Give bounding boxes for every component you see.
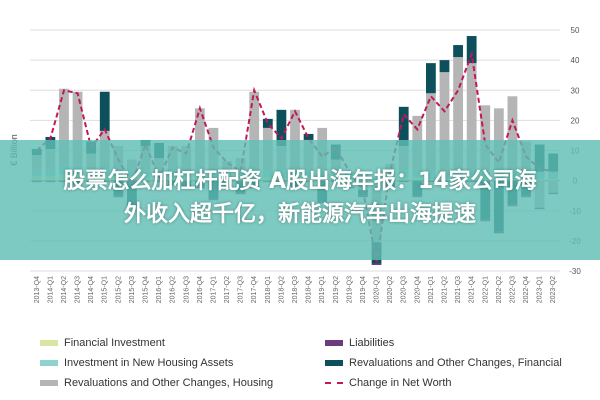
bar-segment	[59, 88, 69, 168]
x-tick-label: 2022-Q4	[523, 276, 530, 303]
bar-segment	[276, 109, 287, 146]
legend-item-financial-investment: Financial Investment	[40, 337, 165, 349]
x-tick-label: 2018-Q4	[306, 276, 313, 303]
legend-item-revaluations-housing: Revaluations and Other Changes, Housing	[40, 377, 273, 389]
legend-item-liabilities: Liabilities	[325, 337, 394, 349]
bar-segment	[249, 91, 260, 171]
chart-legend: Financial Investment Investment in New H…	[0, 332, 600, 400]
x-tick-label: 2019-Q3	[346, 276, 353, 303]
bar-segment	[262, 118, 273, 128]
bar-segment	[426, 93, 436, 172]
legend-label: Liabilities	[349, 337, 395, 349]
legend-label: Investment in New Housing Assets	[64, 357, 234, 369]
y-tick-label: 40	[571, 56, 580, 65]
x-tick-label: 2014-Q2	[61, 276, 68, 303]
legend-label: Change in Net Worth	[349, 377, 452, 389]
x-tick-label: 2021-Q3	[455, 276, 462, 303]
headline-line-2: 外收入超千亿，新能源汽车出海提速	[123, 202, 476, 227]
legend-dash-line	[325, 382, 343, 384]
x-tick-label: 2021-Q1	[428, 276, 435, 303]
x-tick-label: 2014-Q1	[47, 276, 54, 303]
y-tick-label: 30	[571, 86, 580, 95]
bar-segment	[466, 63, 477, 172]
x-tick-label: 2020-Q3	[401, 276, 408, 303]
x-tick-label: 2020-Q1	[374, 276, 381, 303]
bar-segment	[99, 91, 110, 131]
legend-swatch	[325, 360, 343, 366]
x-tick-label: 2020-Q4	[414, 276, 421, 303]
legend-swatch	[325, 340, 343, 346]
legend-swatch	[40, 360, 58, 366]
x-tick-label: 2017-Q2	[224, 276, 231, 303]
x-tick-label: 2018-Q3	[292, 276, 299, 303]
x-tick-label: 2019-Q4	[360, 276, 367, 303]
legend-label: Revaluations and Other Changes, Housing	[64, 377, 274, 389]
x-tick-label: 2017-Q1	[210, 276, 217, 303]
x-tick-label: 2021-Q4	[469, 276, 476, 303]
x-tick-label: 2019-Q2	[333, 276, 340, 303]
x-tick-label: 2015-Q2	[115, 276, 122, 303]
title-banner-overlay	[0, 140, 600, 260]
bar-segment	[466, 36, 477, 64]
x-tick-label: 2019-Q1	[319, 276, 326, 303]
x-tick-label: 2014-Q4	[88, 276, 95, 303]
legend-item-net-worth: Change in Net Worth	[325, 377, 452, 389]
bar-segment	[439, 72, 450, 172]
headline-line-1: 股票怎么加杠杆配资 A股出海年报：14家公司海	[63, 169, 537, 194]
y-tick-label: 20	[571, 116, 580, 125]
x-tick-label: 2016-Q1	[156, 276, 163, 303]
x-tick-label: 2020-Q2	[387, 276, 394, 303]
y-tick-label: 50	[571, 26, 580, 35]
y-tick-label: -30	[569, 267, 581, 276]
x-tick-label: 2023-Q1	[537, 276, 544, 303]
x-tick-label: 2014-Q3	[75, 276, 82, 303]
x-tick-label: 2022-Q1	[482, 276, 489, 303]
bar-segment	[194, 108, 205, 169]
legend-item-revaluations-financial: Revaluations and Other Changes, Financia…	[325, 357, 562, 369]
legend-swatch	[40, 340, 58, 346]
x-tick-label: 2017-Q3	[238, 276, 245, 303]
x-tick-label: 2015-Q3	[129, 276, 136, 303]
bar-segment	[507, 96, 518, 172]
x-tick-label: 2023-Q2	[550, 276, 557, 303]
x-tick-label: 2015-Q4	[143, 276, 150, 303]
bar-segment	[72, 91, 83, 168]
x-tick-label: 2016-Q4	[197, 276, 204, 303]
x-axis-ticks: 2013-Q4 2014-Q1 2014-Q2 2014-Q3 2014-Q4 2015-…	[34, 276, 557, 303]
bar-segment	[303, 133, 314, 140]
bar-segment	[290, 109, 300, 171]
legend-swatch	[40, 380, 58, 386]
legend-label: Financial Investment	[64, 337, 165, 349]
x-tick-label: 2016-Q2	[170, 276, 177, 303]
bar-segment	[439, 60, 450, 73]
bar-segment	[426, 63, 436, 94]
x-tick-label: 2015-Q1	[102, 276, 109, 303]
bar-segment	[453, 57, 463, 172]
x-tick-label: 2017-Q4	[251, 276, 258, 303]
x-tick-label: 2013-Q4	[34, 276, 41, 303]
legend-item-new-housing: Investment in New Housing Assets	[40, 357, 233, 369]
x-tick-label: 2018-Q1	[265, 276, 272, 303]
bar-segment	[371, 263, 382, 265]
bar-segment	[398, 106, 409, 146]
headline-text: 股票怎么加杠杆配资 A股出海年报：14家公司海 外收入超千亿，新能源汽车出海提速	[0, 165, 600, 231]
bar-segment	[453, 45, 463, 58]
x-tick-label: 2022-Q3	[509, 276, 516, 303]
x-tick-label: 2022-Q2	[496, 276, 503, 303]
bar-segment	[493, 108, 504, 172]
legend-label: Revaluations and Other Changes, Financia…	[349, 357, 562, 369]
x-tick-label: 2016-Q3	[183, 276, 190, 303]
x-tick-label: 2018-Q2	[278, 276, 285, 303]
x-tick-label: 2021-Q2	[441, 276, 448, 303]
